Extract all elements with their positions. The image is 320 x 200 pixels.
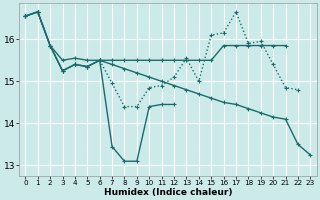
X-axis label: Humidex (Indice chaleur): Humidex (Indice chaleur)	[104, 188, 232, 197]
